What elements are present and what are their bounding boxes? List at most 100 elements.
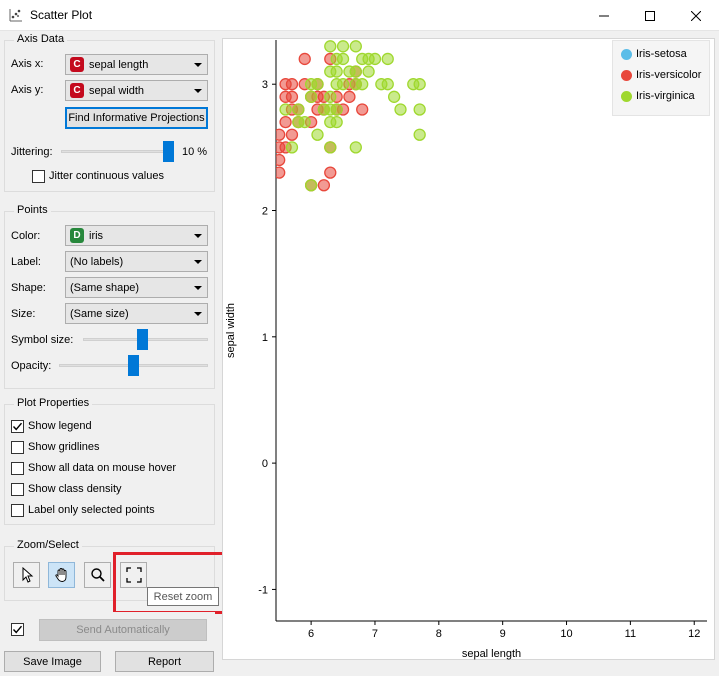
x-axis-title: sepal length xyxy=(462,648,521,660)
data-point[interactable] xyxy=(330,115,343,129)
symbol-size-slider-handle[interactable] xyxy=(137,329,148,350)
data-point[interactable] xyxy=(324,65,337,78)
find-informative-projections-button[interactable]: Find Informative Projections xyxy=(65,107,208,129)
shape-combo[interactable]: (Same shape) xyxy=(65,277,208,298)
close-icon xyxy=(691,10,701,21)
data-point[interactable] xyxy=(274,166,286,179)
axis-x-combo[interactable]: C sepal length xyxy=(65,54,208,75)
data-point[interactable] xyxy=(324,141,337,154)
data-point[interactable] xyxy=(285,141,299,154)
y-tick-label: 0 xyxy=(262,458,268,470)
data-point[interactable] xyxy=(324,40,337,53)
data-point[interactable] xyxy=(413,103,426,116)
opacity-label: Opacity: xyxy=(11,360,52,372)
chevron-down-icon xyxy=(194,260,202,264)
y-tick-label: 3 xyxy=(262,79,268,91)
data-point[interactable] xyxy=(381,52,394,66)
chevron-down-icon xyxy=(194,286,202,290)
data-point[interactable] xyxy=(285,128,299,141)
data-point[interactable] xyxy=(356,78,369,91)
label-only-selected-checkbox[interactable] xyxy=(11,504,24,517)
shape-label: Shape: xyxy=(11,282,46,294)
data-point[interactable] xyxy=(311,78,324,91)
close-button[interactable] xyxy=(673,0,719,31)
show-gridlines-checkbox[interactable] xyxy=(11,441,24,454)
data-point[interactable] xyxy=(274,141,286,154)
data-point[interactable] xyxy=(336,52,350,66)
jittering-slider-handle[interactable] xyxy=(163,141,174,162)
save-image-button[interactable]: Save Image xyxy=(4,651,101,672)
data-point[interactable] xyxy=(279,115,292,129)
reset-zoom-button[interactable] xyxy=(120,562,147,588)
legend-item-setosa: Iris-setosa xyxy=(621,48,687,60)
legend: Iris-setosa Iris-versicolor Iris-virgini… xyxy=(612,40,710,116)
maximize-button[interactable] xyxy=(627,0,673,31)
size-combo[interactable]: (Same size) xyxy=(65,303,208,324)
pan-tool-button[interactable] xyxy=(48,562,75,588)
scatter-plot-icon xyxy=(9,9,22,22)
data-point[interactable] xyxy=(330,78,343,91)
y-tick-label: -1 xyxy=(258,584,268,596)
data-point[interactable] xyxy=(330,103,343,116)
send-automatically-button[interactable]: Send Automatically xyxy=(39,619,207,641)
show-all-data-checkbox[interactable] xyxy=(11,462,24,475)
zoom-tool-button[interactable] xyxy=(84,562,111,588)
data-point[interactable] xyxy=(343,65,356,78)
data-point[interactable] xyxy=(413,128,426,141)
axis-y-combo[interactable]: C sepal width xyxy=(65,80,208,101)
data-point[interactable] xyxy=(368,52,382,66)
data-point[interactable] xyxy=(285,78,299,91)
data-point[interactable] xyxy=(387,90,401,103)
minimize-button[interactable] xyxy=(581,0,627,31)
y-tick-label: 1 xyxy=(262,332,268,344)
data-point[interactable] xyxy=(292,103,305,116)
color-combo[interactable]: D iris xyxy=(65,225,208,246)
chevron-down-icon xyxy=(194,234,202,238)
data-point[interactable] xyxy=(298,52,311,66)
show-class-density-checkbox[interactable] xyxy=(11,483,24,496)
data-point[interactable] xyxy=(274,128,286,141)
data-point[interactable] xyxy=(349,141,362,154)
show-legend-checkbox[interactable] xyxy=(11,420,24,433)
data-point[interactable] xyxy=(304,179,318,192)
data-point[interactable] xyxy=(285,90,299,103)
report-button[interactable]: Report xyxy=(115,651,214,672)
data-point[interactable] xyxy=(343,90,356,103)
show-legend-label: Show legend xyxy=(28,420,92,432)
label-combo[interactable]: (No labels) xyxy=(65,251,208,272)
jittering-label: Jittering: xyxy=(11,146,53,158)
data-point[interactable] xyxy=(304,90,318,103)
shape-value: (Same shape) xyxy=(70,281,140,294)
points-title: Points xyxy=(14,204,51,216)
chevron-down-icon xyxy=(194,63,202,67)
opacity-slider-handle[interactable] xyxy=(128,355,139,376)
send-automatically-checkbox[interactable] xyxy=(11,623,24,636)
plot-area[interactable] xyxy=(222,38,715,660)
data-point[interactable] xyxy=(324,90,337,103)
data-point[interactable] xyxy=(336,40,350,53)
x-tick-label: 8 xyxy=(436,628,442,640)
jitter-continuous-checkbox[interactable] xyxy=(32,170,45,183)
data-point[interactable] xyxy=(318,28,329,39)
data-point[interactable] xyxy=(274,153,286,167)
data-point[interactable] xyxy=(324,166,337,179)
data-point[interactable] xyxy=(413,78,426,91)
data-point[interactable] xyxy=(317,179,331,192)
continuous-badge: C xyxy=(70,57,84,72)
data-point[interactable] xyxy=(298,115,311,129)
data-point[interactable] xyxy=(356,103,369,116)
select-tool-button[interactable] xyxy=(13,562,40,588)
legend-label-versicolor: Iris-versicolor xyxy=(636,69,702,81)
data-point[interactable] xyxy=(381,78,394,91)
data-point[interactable] xyxy=(349,40,362,53)
chevron-down-icon xyxy=(194,89,202,93)
data-point[interactable] xyxy=(362,65,375,78)
legend-label-virginica: Iris-virginica xyxy=(636,90,695,102)
discrete-badge: D xyxy=(70,228,84,243)
data-point[interactable] xyxy=(394,103,407,116)
data-point[interactable] xyxy=(279,103,292,116)
data-point[interactable] xyxy=(311,128,324,141)
jittering-value: 10 % xyxy=(182,146,208,158)
checkmark-icon xyxy=(12,422,23,431)
